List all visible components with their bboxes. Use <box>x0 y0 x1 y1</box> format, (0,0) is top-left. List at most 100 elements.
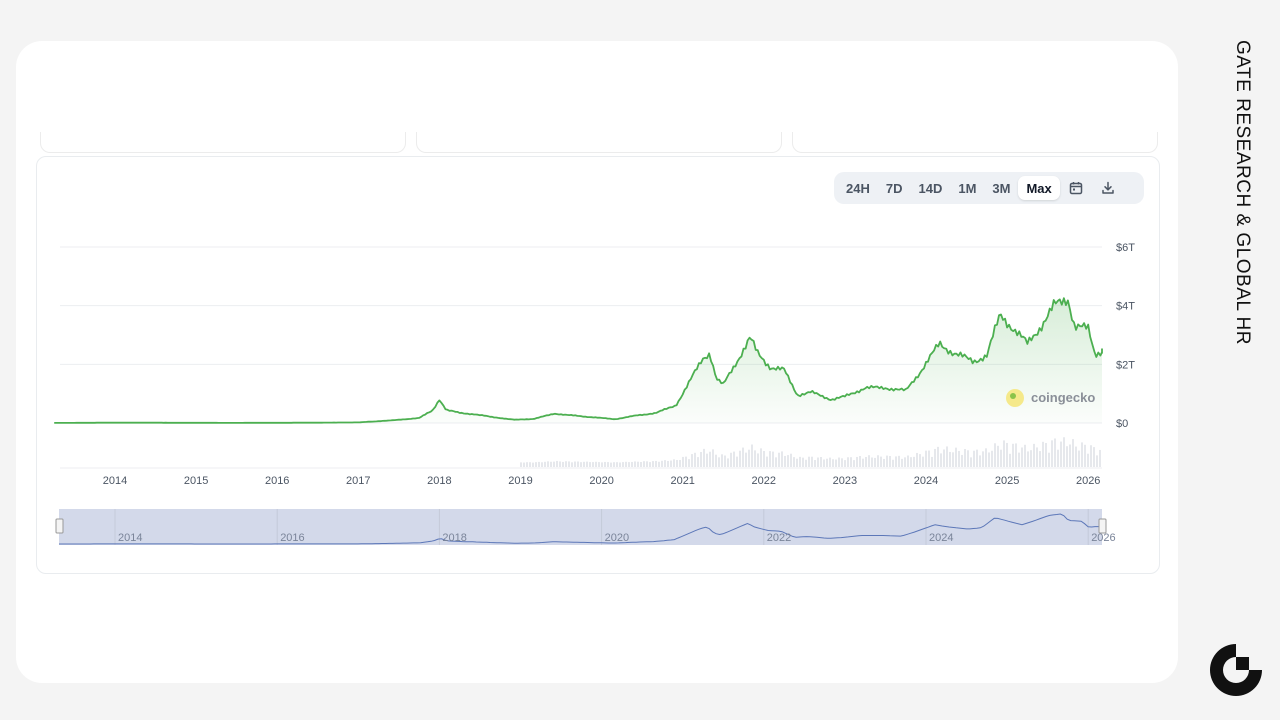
calendar-button[interactable] <box>1060 176 1092 200</box>
volume-bar <box>970 457 972 467</box>
y-tick-label: $2T <box>1116 359 1135 371</box>
coingecko-watermark-text: coingecko <box>1031 390 1095 405</box>
volume-bar <box>1018 452 1020 467</box>
volume-bar <box>658 461 660 467</box>
volume-bar <box>940 453 942 467</box>
volume-bar <box>523 462 525 467</box>
download-button[interactable] <box>1092 176 1124 200</box>
volume-bar <box>574 461 576 467</box>
volume-bar <box>637 461 639 467</box>
volume-bar <box>958 450 960 467</box>
x-tick-label: 2021 <box>670 475 694 487</box>
volume-bar <box>835 459 837 467</box>
volume-bar <box>997 445 999 467</box>
market-cap-line <box>54 297 1103 424</box>
volume-bar <box>811 456 813 467</box>
volume-bar <box>568 461 570 467</box>
x-tick-label: 2022 <box>752 475 776 487</box>
volume-bar <box>736 456 738 467</box>
coingecko-logo-eye <box>1010 393 1016 399</box>
market-cap-area <box>54 298 1103 423</box>
volume-bar <box>607 462 609 467</box>
volume-bar <box>727 458 729 467</box>
volume-bar <box>952 452 954 467</box>
volume-bar <box>937 446 939 467</box>
stat-card <box>416 132 782 153</box>
range-button-1m[interactable]: 1M <box>958 180 977 196</box>
volume-bar <box>802 457 804 467</box>
range-button-max[interactable]: Max <box>1018 176 1060 200</box>
volume-bar <box>694 452 696 467</box>
volume-bar <box>1009 453 1011 467</box>
volume-bar <box>733 451 735 467</box>
volume-bar <box>1096 455 1098 467</box>
navigator-tick-label: 2026 <box>1091 532 1115 544</box>
range-button-14d[interactable]: 14D <box>918 180 943 196</box>
volume-bar <box>817 457 819 467</box>
volume-bar <box>553 461 555 467</box>
volume-bar <box>814 460 816 467</box>
volume-bar <box>805 459 807 467</box>
volume-bars <box>520 437 1101 467</box>
volume-bar <box>1093 447 1095 467</box>
stat-card <box>792 132 1158 153</box>
navigator-tick-label: 2022 <box>767 532 791 544</box>
volume-bar <box>1051 440 1053 467</box>
volume-bar <box>1090 445 1092 467</box>
x-tick-label: 2020 <box>589 475 613 487</box>
volume-bar <box>1027 451 1029 467</box>
volume-bar <box>1075 446 1077 467</box>
volume-bar <box>730 452 732 467</box>
volume-bar <box>673 459 675 467</box>
range-button-7d[interactable]: 7D <box>885 180 903 196</box>
volume-bar <box>613 462 615 467</box>
range-navigator[interactable]: 2014 2016 2018 2020 2022 2024 2026 <box>55 509 1116 545</box>
volume-bar <box>676 460 678 467</box>
x-tick-label: 2018 <box>427 475 451 487</box>
volume-bar <box>721 454 723 467</box>
volume-bar <box>919 454 921 467</box>
volume-bar <box>667 460 669 467</box>
volume-bar <box>619 462 621 467</box>
volume-bar <box>832 459 834 467</box>
volume-bar <box>640 461 642 467</box>
volume-bar <box>766 456 768 467</box>
x-tick-label: 2026 <box>1076 475 1100 487</box>
volume-bar <box>559 461 561 467</box>
volume-bar <box>571 462 573 467</box>
volume-bar <box>622 462 624 467</box>
volume-bar <box>898 455 900 467</box>
navigator-line <box>59 513 1102 545</box>
volume-bar <box>934 448 936 467</box>
volume-bar <box>577 461 579 467</box>
volume-bar <box>991 450 993 467</box>
calendar-icon <box>1069 182 1083 195</box>
volume-bar <box>853 460 855 467</box>
navigator-tick-label: 2018 <box>442 532 466 544</box>
range-button-24h[interactable]: 24H <box>846 180 870 196</box>
x-tick-label: 2025 <box>995 475 1019 487</box>
volume-bar <box>1063 437 1065 467</box>
navigator-left-handle[interactable] <box>55 518 64 534</box>
volume-bar <box>1057 449 1059 467</box>
volume-bar <box>631 461 633 467</box>
y-tick-label: $0 <box>1116 418 1128 430</box>
volume-bar <box>1069 444 1071 467</box>
volume-bar <box>907 455 909 467</box>
volume-bar <box>682 456 684 467</box>
volume-bar <box>1048 452 1050 467</box>
volume-bar <box>844 460 846 467</box>
volume-bar <box>655 460 657 467</box>
range-button-3m[interactable]: 3M <box>992 180 1011 196</box>
volume-bar <box>922 456 924 467</box>
volume-bar <box>772 451 774 467</box>
volume-bar <box>793 457 795 467</box>
x-tick-label: 2017 <box>346 475 370 487</box>
volume-bar <box>823 459 825 467</box>
volume-bar <box>856 456 858 467</box>
volume-bar <box>904 457 906 467</box>
volume-bar <box>1084 444 1086 467</box>
navigator-right-handle[interactable] <box>1098 518 1107 534</box>
volume-bar <box>820 457 822 467</box>
volume-bar <box>628 462 630 467</box>
